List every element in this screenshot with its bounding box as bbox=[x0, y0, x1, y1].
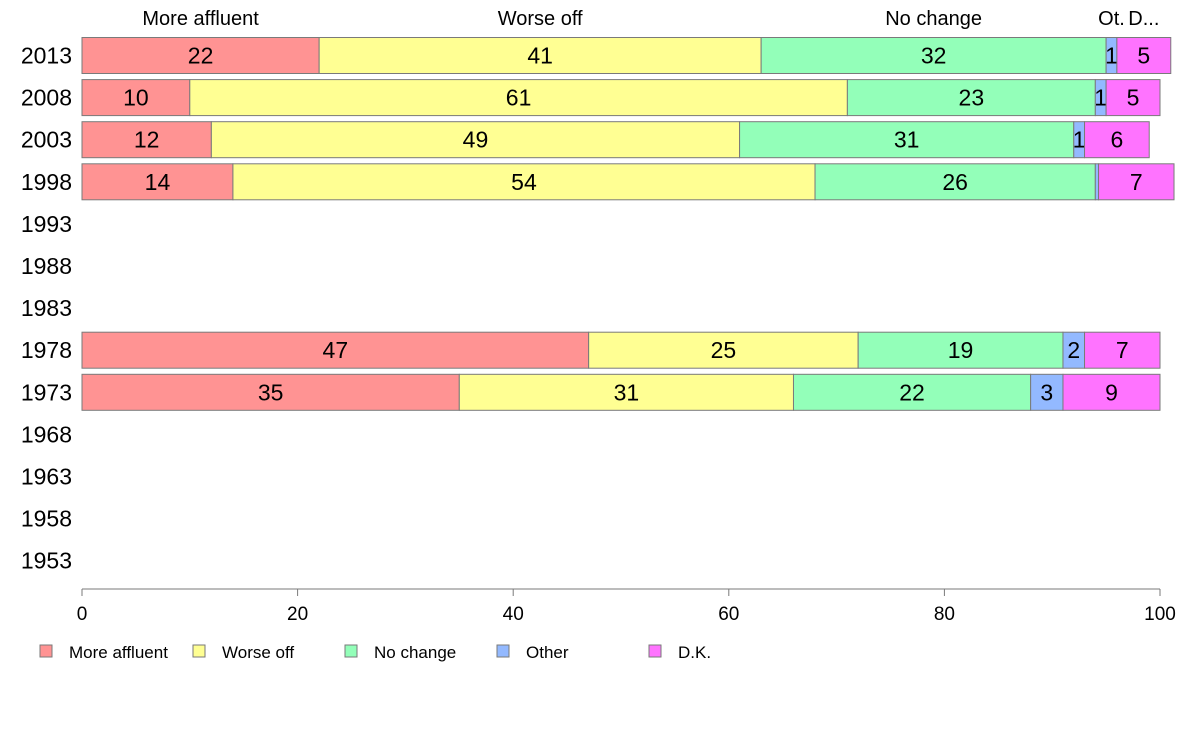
data-label: 3 bbox=[1040, 379, 1053, 405]
y-tick-label: 1958 bbox=[21, 506, 72, 532]
y-tick-label: 1998 bbox=[21, 169, 72, 195]
data-label: 7 bbox=[1116, 337, 1129, 363]
data-label: 14 bbox=[145, 169, 171, 195]
y-tick-label: 1973 bbox=[21, 379, 72, 405]
bar-segment bbox=[1030, 373, 1064, 411]
bar-segment bbox=[814, 163, 1096, 201]
data-label: 61 bbox=[506, 85, 532, 111]
legend: More affluent Worse off No change Other D.K. bbox=[39, 643, 711, 662]
bars: 22 41 32 1 510 61 23 1 512 49 31 1 614 54 26 747 25 19 2 73… bbox=[81, 37, 1175, 411]
x-tick-label: 40 bbox=[503, 604, 524, 625]
bar-segment bbox=[846, 79, 1096, 117]
bar-segment bbox=[588, 331, 859, 369]
y-tick-label: 1963 bbox=[21, 464, 72, 490]
top-labels: More affluent Worse off No change Ot. D... bbox=[142, 8, 1159, 30]
bar-segment bbox=[739, 121, 1075, 159]
data-label: 5 bbox=[1127, 85, 1140, 111]
bar-segment bbox=[81, 331, 590, 369]
bar-segment bbox=[1084, 121, 1150, 159]
data-label: 2 bbox=[1067, 337, 1080, 363]
y-tick-label: 2008 bbox=[21, 85, 72, 111]
data-label: 7 bbox=[1130, 169, 1143, 195]
legend-swatch bbox=[344, 644, 358, 658]
data-label: 31 bbox=[614, 379, 640, 405]
bar-segment bbox=[81, 121, 212, 159]
data-label: 23 bbox=[959, 85, 985, 111]
y-tick-label: 1988 bbox=[21, 253, 72, 279]
data-label: 22 bbox=[188, 43, 214, 69]
data-label: 22 bbox=[899, 379, 925, 405]
legend-swatch bbox=[648, 644, 662, 658]
data-label: 26 bbox=[942, 169, 968, 195]
data-label: 1 bbox=[1073, 127, 1086, 153]
bar-segment bbox=[760, 37, 1107, 74]
series-top-label: D... bbox=[1128, 8, 1159, 30]
data-label: 54 bbox=[511, 169, 537, 195]
bar-segment bbox=[1116, 37, 1172, 74]
y-axis: 2013 2008 2003 1998 1993 1988 1983 1978 1973 1968… bbox=[21, 43, 72, 574]
y-tick-label: 1968 bbox=[21, 421, 72, 447]
data-label: 9 bbox=[1105, 379, 1118, 405]
bar-segment bbox=[81, 37, 320, 74]
bar-segment bbox=[81, 79, 191, 117]
series-top-label: Worse off bbox=[498, 8, 583, 30]
data-label: 19 bbox=[948, 337, 974, 363]
legend-label: D.K. bbox=[678, 643, 711, 662]
series-top-label: Ot. bbox=[1098, 8, 1125, 30]
bar-segment bbox=[1062, 373, 1161, 411]
data-label: 10 bbox=[123, 85, 149, 111]
bar-segment bbox=[857, 331, 1064, 369]
data-label: 12 bbox=[134, 127, 160, 153]
bar-segment bbox=[792, 373, 1032, 411]
x-tick-label: 100 bbox=[1144, 604, 1176, 625]
bar-segment bbox=[458, 373, 794, 411]
bar-segment bbox=[81, 373, 460, 411]
bar-segment bbox=[1105, 79, 1161, 117]
series-top-label: More affluent bbox=[142, 8, 259, 30]
data-label: 6 bbox=[1110, 127, 1123, 153]
x-axis: 0 20 40 60 80 100 bbox=[77, 588, 1176, 625]
legend-swatch bbox=[192, 644, 206, 658]
y-tick-label: 1983 bbox=[21, 295, 72, 321]
legend-label: No change bbox=[374, 643, 456, 662]
data-label: 47 bbox=[323, 337, 349, 363]
legend-swatch bbox=[39, 644, 53, 658]
data-label: 5 bbox=[1137, 43, 1150, 69]
bar-segment bbox=[318, 37, 762, 74]
legend-label: More affluent bbox=[69, 643, 168, 662]
data-label: 31 bbox=[894, 127, 920, 153]
y-tick-label: 2013 bbox=[21, 43, 72, 69]
series-top-label: No change bbox=[885, 8, 982, 30]
y-tick-label: 2003 bbox=[21, 127, 72, 153]
legend-label: Worse off bbox=[222, 643, 294, 662]
y-tick-label: 1978 bbox=[21, 337, 72, 363]
bar-segment bbox=[189, 79, 848, 117]
bar-segment bbox=[1098, 163, 1175, 201]
bar-segment bbox=[81, 163, 234, 201]
data-label: 25 bbox=[711, 337, 737, 363]
legend-swatch bbox=[496, 644, 510, 658]
x-tick-label: 0 bbox=[77, 604, 88, 625]
legend-label: Other bbox=[526, 643, 569, 662]
data-label: 41 bbox=[527, 43, 553, 69]
y-tick-label: 1993 bbox=[21, 211, 72, 237]
bar-segment bbox=[1084, 331, 1161, 369]
data-label: 1 bbox=[1105, 43, 1118, 69]
data-label: 35 bbox=[258, 379, 284, 405]
data-label: 49 bbox=[463, 127, 489, 153]
data-label: 32 bbox=[921, 43, 947, 69]
x-tick-label: 20 bbox=[287, 604, 308, 625]
x-tick-label: 60 bbox=[718, 604, 739, 625]
x-tick-label: 80 bbox=[934, 604, 955, 625]
data-label: 1 bbox=[1094, 85, 1107, 111]
y-tick-label: 1953 bbox=[21, 548, 72, 574]
